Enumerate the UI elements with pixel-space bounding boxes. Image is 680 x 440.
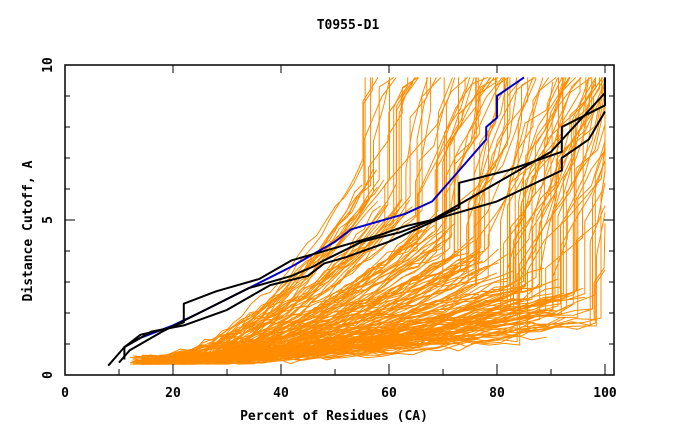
model-curve: [147, 77, 372, 362]
x-axis-label: Percent of Residues (CA): [240, 409, 428, 424]
x-tick-labels: 0 20 40 60 80 100: [61, 386, 617, 401]
y-tick-label: 5: [41, 216, 56, 224]
model-curve: [140, 77, 581, 364]
model-curve: [167, 131, 606, 364]
chart-title: T0955-D1: [317, 18, 380, 33]
model-curve: [144, 77, 498, 364]
y-tick-label: 10: [41, 57, 56, 73]
model-curve: [159, 77, 559, 365]
model-curve: [182, 77, 567, 362]
model-curve: [147, 214, 440, 363]
model-curve: [132, 196, 372, 365]
model-curve: [161, 269, 606, 365]
x-tick-label: 0: [61, 386, 69, 401]
model-curve: [156, 309, 539, 364]
black-model-3-line: [123, 110, 606, 360]
highlighted-model-curves: [107, 76, 606, 367]
model-curve: [169, 228, 430, 360]
model-curve: [144, 76, 488, 361]
axis-ticks: [64, 64, 614, 376]
model-curve: [166, 262, 443, 362]
x-tick-label: 80: [489, 386, 505, 401]
y-tick-label: 0: [41, 371, 56, 379]
model-curve: [182, 224, 418, 362]
y-axis-label: Distance Cutoff, A: [21, 160, 36, 301]
model-curve: [158, 179, 385, 359]
x-tick-label: 20: [165, 386, 181, 401]
x-tick-label: 40: [273, 386, 289, 401]
black-model-2-line: [118, 92, 606, 364]
x-tick-label: 100: [593, 386, 617, 401]
model-curve: [177, 77, 429, 365]
background-model-curves: [129, 76, 606, 365]
y-tick-labels: 0 5 10: [41, 57, 56, 379]
x-tick-label: 60: [381, 386, 397, 401]
